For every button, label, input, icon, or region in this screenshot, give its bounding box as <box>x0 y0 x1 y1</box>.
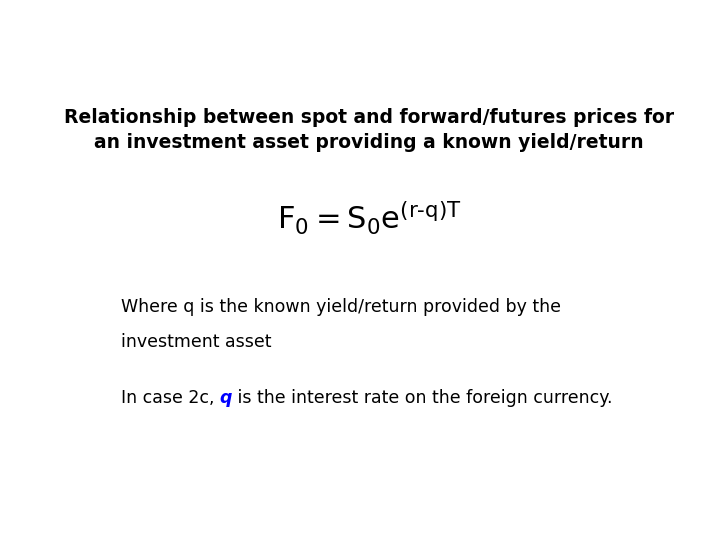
Text: Where q is the known yield/return provided by the: Where q is the known yield/return provid… <box>121 298 561 316</box>
Text: is the interest rate on the foreign currency.: is the interest rate on the foreign curr… <box>232 389 613 407</box>
Text: q: q <box>220 389 232 407</box>
Text: investment asset: investment asset <box>121 333 271 351</box>
Text: In case 2c,: In case 2c, <box>121 389 220 407</box>
Text: Relationship between spot and forward/futures prices for
an investment asset pro: Relationship between spot and forward/fu… <box>64 109 674 152</box>
Text: $\mathsf{F_0 = S_0 e^{(r\text{-}q)T}}$: $\mathsf{F_0 = S_0 e^{(r\text{-}q)T}}$ <box>276 200 462 237</box>
